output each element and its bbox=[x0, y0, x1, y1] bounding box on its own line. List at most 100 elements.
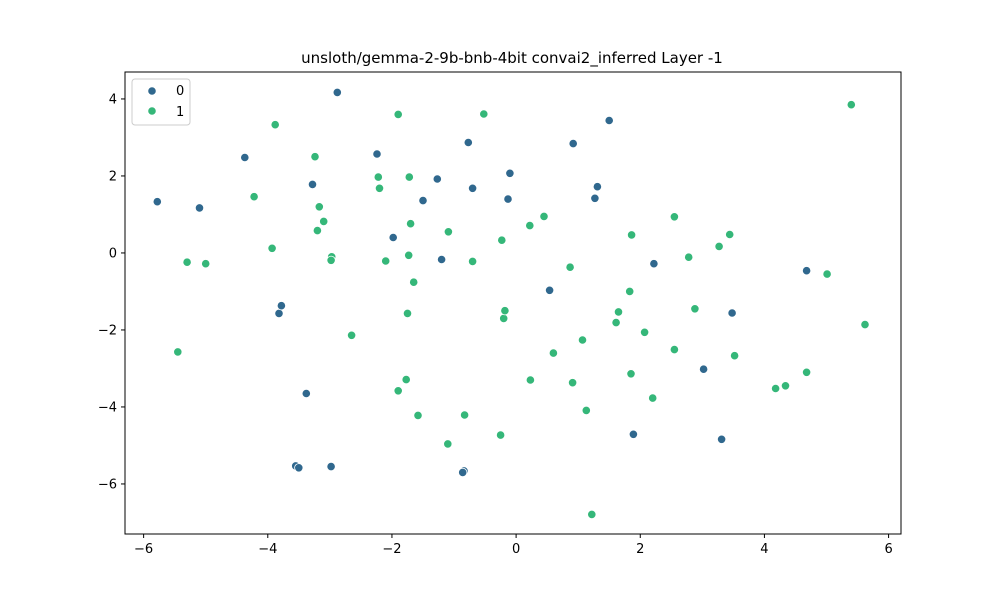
data-point-series-1 bbox=[714, 241, 724, 251]
points-layer bbox=[152, 87, 870, 520]
data-point-series-0 bbox=[307, 179, 318, 189]
data-point-series-0 bbox=[604, 115, 614, 126]
data-point-series-1 bbox=[201, 259, 211, 269]
data-point-series-1 bbox=[270, 120, 280, 130]
x-tick-label: 2 bbox=[636, 542, 644, 557]
data-point-series-1 bbox=[669, 212, 680, 222]
data-point-series-1 bbox=[684, 252, 694, 262]
data-point-series-1 bbox=[413, 410, 423, 420]
data-point-series-1 bbox=[479, 109, 489, 119]
data-point-series-1 bbox=[648, 393, 658, 403]
data-point-series-1 bbox=[402, 308, 413, 318]
x-tick-label: −2 bbox=[382, 542, 401, 557]
data-point-series-1 bbox=[690, 304, 700, 314]
data-point-series-0 bbox=[388, 232, 398, 243]
data-point-series-0 bbox=[436, 254, 447, 265]
data-point-series-1 bbox=[404, 172, 414, 182]
data-point-series-1 bbox=[500, 306, 510, 316]
data-point-series-1 bbox=[310, 152, 320, 162]
x-tick-label: −4 bbox=[258, 542, 277, 557]
data-point-series-1 bbox=[312, 226, 322, 236]
data-point-series-1 bbox=[567, 378, 578, 388]
data-point-series-1 bbox=[577, 335, 588, 345]
data-point-series-1 bbox=[459, 410, 470, 420]
data-point-series-1 bbox=[373, 172, 383, 182]
data-point-series-0 bbox=[544, 285, 555, 295]
data-point-series-1 bbox=[393, 109, 403, 120]
data-point-series-0 bbox=[326, 461, 336, 472]
chart-title: unsloth/gemma-2-9b-bnb-4bit convai2_infe… bbox=[301, 49, 723, 68]
data-point-series-0 bbox=[194, 203, 205, 213]
data-point-series-1 bbox=[404, 250, 414, 260]
x-tick-label: −6 bbox=[134, 542, 153, 557]
data-point-series-0 bbox=[628, 429, 639, 439]
data-point-series-1 bbox=[860, 319, 870, 330]
data-point-series-1 bbox=[613, 307, 624, 317]
data-point-series-1 bbox=[267, 243, 277, 253]
data-point-series-1 bbox=[548, 348, 559, 358]
data-point-series-1 bbox=[467, 256, 478, 266]
data-point-series-1 bbox=[401, 374, 411, 385]
y-tick-label: 4 bbox=[109, 92, 117, 107]
data-point-series-1 bbox=[725, 229, 735, 240]
data-point-series-0 bbox=[301, 388, 311, 399]
data-point-series-1 bbox=[669, 344, 680, 355]
data-point-series-1 bbox=[249, 192, 259, 202]
y-tick-label: 2 bbox=[109, 169, 117, 184]
legend-label-0: 0 bbox=[176, 84, 184, 99]
data-point-series-1 bbox=[319, 216, 329, 226]
data-point-series-1 bbox=[346, 330, 357, 340]
data-point-series-0 bbox=[590, 193, 600, 203]
legend-marker-0 bbox=[147, 86, 157, 96]
data-point-series-0 bbox=[503, 194, 513, 204]
data-point-series-1 bbox=[495, 430, 506, 440]
data-point-series-0 bbox=[332, 87, 342, 98]
data-point-series-1 bbox=[801, 367, 812, 377]
y-axis: −6 −4 −2 0 2 4 bbox=[98, 92, 125, 492]
data-point-series-0 bbox=[418, 196, 428, 206]
data-point-series-0 bbox=[801, 266, 812, 276]
data-point-series-1 bbox=[381, 256, 391, 266]
data-point-series-1 bbox=[626, 230, 637, 240]
y-tick-label: −2 bbox=[98, 323, 117, 338]
data-point-series-0 bbox=[294, 463, 304, 473]
data-point-series-1 bbox=[499, 313, 509, 323]
data-point-series-0 bbox=[727, 308, 737, 318]
data-point-series-1 bbox=[822, 269, 832, 279]
data-point-series-0 bbox=[592, 182, 603, 192]
data-point-series-1 bbox=[611, 317, 621, 328]
data-point-series-1 bbox=[497, 235, 507, 245]
data-point-series-1 bbox=[539, 211, 549, 221]
data-point-series-1 bbox=[639, 327, 650, 337]
data-point-series-1 bbox=[565, 262, 575, 272]
data-point-series-1 bbox=[374, 183, 385, 193]
data-point-series-1 bbox=[326, 255, 336, 265]
data-point-series-1 bbox=[729, 351, 740, 361]
data-point-series-0 bbox=[372, 149, 382, 159]
data-point-series-1 bbox=[525, 375, 536, 385]
data-point-series-0 bbox=[467, 183, 478, 193]
y-tick-label: −4 bbox=[98, 400, 117, 415]
data-point-series-0 bbox=[698, 364, 709, 374]
legend-box bbox=[131, 78, 191, 126]
data-point-series-1 bbox=[182, 257, 192, 267]
y-tick-label: −6 bbox=[98, 477, 117, 492]
data-point-series-0 bbox=[568, 139, 578, 149]
data-point-series-0 bbox=[463, 137, 473, 148]
data-point-series-1 bbox=[405, 219, 416, 229]
data-point-series-1 bbox=[173, 347, 183, 357]
y-tick-label: 0 bbox=[109, 246, 117, 261]
data-point-series-1 bbox=[393, 386, 403, 396]
x-tick-label: 6 bbox=[884, 542, 892, 557]
data-point-series-0 bbox=[505, 168, 515, 178]
data-point-series-0 bbox=[274, 308, 284, 318]
x-tick-label: 0 bbox=[512, 542, 520, 557]
data-point-series-0 bbox=[432, 174, 442, 184]
legend-label-1: 1 bbox=[176, 105, 184, 120]
data-point-series-1 bbox=[409, 277, 419, 287]
data-point-series-0 bbox=[458, 467, 468, 477]
data-point-series-1 bbox=[770, 383, 781, 394]
plot-area-frame bbox=[124, 71, 902, 535]
data-point-series-1 bbox=[443, 439, 453, 449]
